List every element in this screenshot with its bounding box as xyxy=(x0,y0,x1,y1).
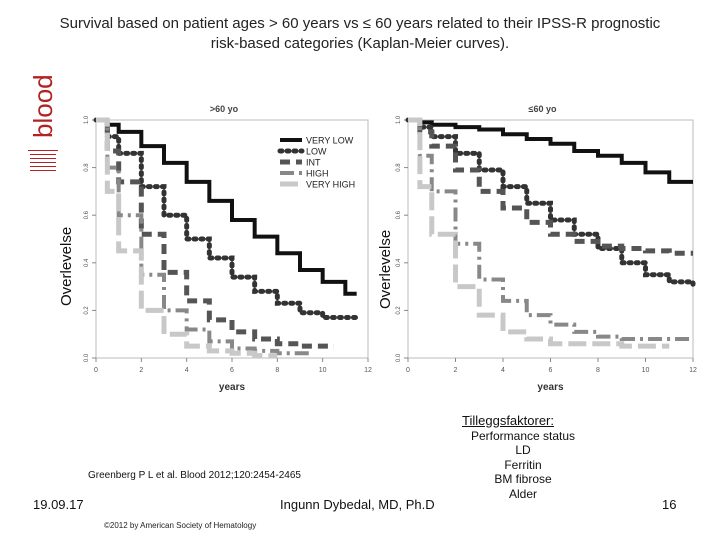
title-line-1: Survival based on patient ages > 60 year… xyxy=(59,15,661,32)
series-line-very-low xyxy=(96,118,357,296)
series-line-low xyxy=(405,117,696,287)
x-tick-label: 2 xyxy=(454,367,458,374)
y-tick-label: 0.6 xyxy=(84,210,90,219)
x-axis-label: years xyxy=(537,382,564,393)
x-tick-label: 6 xyxy=(549,367,553,374)
factor-item: LD xyxy=(515,443,531,457)
series-line-very-high xyxy=(408,117,670,349)
factor-item: Alder xyxy=(508,486,537,501)
y-tick-label: 0.8 xyxy=(396,163,402,172)
footer-date: 19.09.17 xyxy=(33,497,84,512)
legend-label-very-high: VERY HIGH xyxy=(306,180,355,190)
logo-text: blood xyxy=(28,74,58,138)
factor-item: Ferritin xyxy=(504,457,542,472)
series-line-int xyxy=(408,117,693,256)
legend-label-int: INT xyxy=(306,158,321,168)
x-tick-label: 2 xyxy=(139,367,143,374)
copyright: ©2012 by American Society of Hematology xyxy=(104,521,257,530)
footer-author: Ingunn Dybedal, MD, Ph.D xyxy=(280,497,435,512)
legend-label-very-low: VERY LOW xyxy=(306,136,354,146)
x-tick-label: 10 xyxy=(642,367,650,374)
factors-title: Tilleggsfaktorer: xyxy=(462,413,554,428)
chart-title: >60 yo xyxy=(210,104,239,114)
y-tick-label: 1.0 xyxy=(396,115,402,124)
series-line-high xyxy=(96,118,312,356)
x-tick-label: 6 xyxy=(230,367,234,374)
citation: Greenberg P L et al. Blood 2012;120:2454… xyxy=(88,470,301,481)
x-tick-label: 0 xyxy=(406,367,410,374)
x-tick-label: 8 xyxy=(596,367,600,374)
x-tick-label: 12 xyxy=(689,367,697,374)
page-number: 16 xyxy=(662,497,677,512)
y-tick-label: 0.0 xyxy=(84,353,90,362)
y-tick-label: 0.4 xyxy=(396,258,402,267)
km-chart-over-60: 0.0 0.2 0.4 0.6 0.8 1.0 0 2 4 6 8 10 12 years >60 yo VE… xyxy=(84,104,372,393)
x-tick-label: 12 xyxy=(364,367,372,374)
x-tick-label: 10 xyxy=(319,367,327,374)
y-axis-label-left: Overlevelse xyxy=(58,226,75,306)
x-tick-label: 4 xyxy=(501,367,505,374)
series-line-very-low xyxy=(408,118,693,184)
title-line-2: risk-based categories (Kaplan-Meier curv… xyxy=(210,35,510,52)
additional-factors: Tilleggsfaktorer: Performance status LD … xyxy=(462,413,584,501)
x-tick-label: 4 xyxy=(185,367,189,374)
x-axis-label: years xyxy=(219,382,246,393)
y-tick-label: 0.2 xyxy=(84,306,90,315)
y-tick-label: 1.0 xyxy=(84,115,90,124)
series-line-very-high xyxy=(96,117,278,359)
series-line-high xyxy=(408,118,693,341)
km-chart-60-or-under: 0.0 0.2 0.4 0.6 0.8 1.0 0 2 4 6 8 10 12 years ≤60 yo xyxy=(396,104,697,393)
y-tick-label: 0.2 xyxy=(396,306,402,315)
x-tick-label: 0 xyxy=(94,367,98,374)
legend-label-high: HIGH xyxy=(306,169,329,179)
slide-title: Survival based on patient ages > 60 year… xyxy=(20,14,700,54)
y-tick-label: 0.6 xyxy=(396,210,402,219)
factor-item: BM fibrose xyxy=(494,472,552,486)
blood-journal-logo: blood xyxy=(26,68,60,180)
legend-label-low: LOW xyxy=(306,147,327,157)
y-tick-label: 0.8 xyxy=(84,163,90,172)
chart-title: ≤60 yo xyxy=(529,104,557,114)
y-tick-label: 0.4 xyxy=(84,258,90,267)
y-tick-label: 0.0 xyxy=(396,353,402,362)
x-tick-label: 8 xyxy=(275,367,279,374)
factor-item: Performance status xyxy=(470,428,576,443)
series-line-int xyxy=(96,117,334,349)
